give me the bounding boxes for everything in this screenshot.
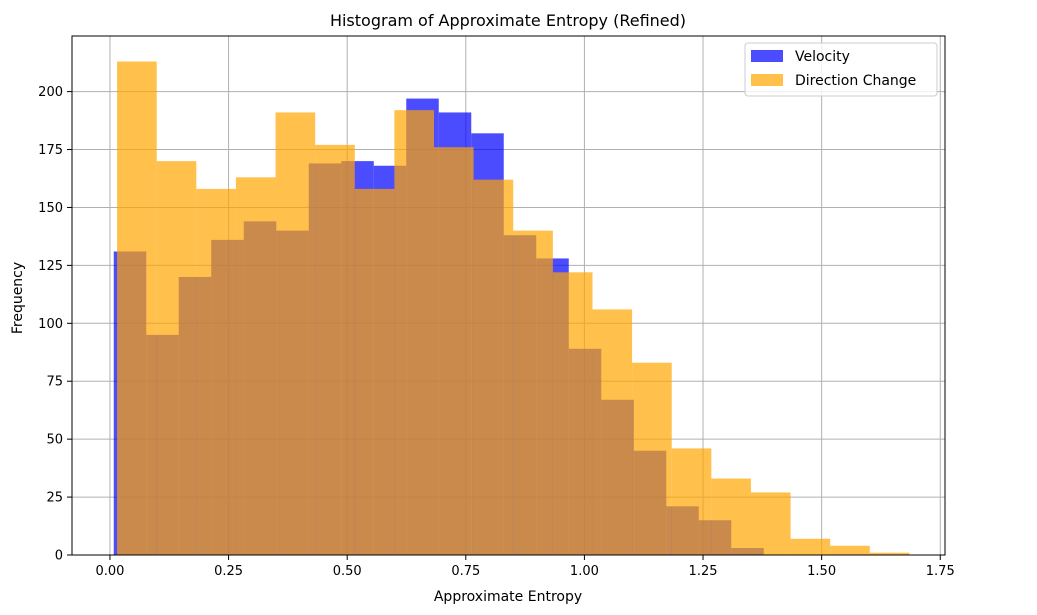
x-axis-label: Approximate Entropy (434, 589, 582, 605)
histogram-bar (275, 112, 316, 555)
y-tick-label: 150 (38, 201, 63, 216)
legend-box (744, 42, 938, 97)
y-axis-label: Frequency (10, 262, 26, 334)
legend: Velocity Direction Change (744, 42, 938, 97)
histogram-bar (394, 110, 435, 556)
histogram-bar (711, 478, 751, 555)
x-tick-label: 1.75 (926, 564, 955, 579)
axis-ticks: 0.00 0.25 0.50 0.75 1.00 1.25 1.50 1.75 0 25 50 75 1… (38, 85, 955, 579)
x-tick-label: 1.00 (570, 564, 599, 579)
histogram-bar (434, 147, 474, 555)
legend-swatch (751, 74, 783, 86)
histogram-bar (790, 538, 831, 555)
legend-label: Velocity (795, 49, 850, 65)
x-tick-label: 1.50 (807, 564, 836, 579)
y-tick-label: 200 (38, 85, 63, 100)
y-tick-label: 25 (46, 491, 63, 506)
y-tick-label: 0 (55, 549, 63, 564)
histogram-bar (750, 492, 791, 555)
x-tick-label: 0.25 (214, 564, 243, 579)
histogram-bar (117, 61, 157, 556)
x-tick-label: 0.75 (451, 564, 480, 579)
histogram-bar (671, 448, 712, 555)
y-tick-label: 125 (38, 259, 63, 274)
histogram-bar (632, 362, 672, 555)
histogram-bar (196, 188, 236, 555)
series-direction-change (117, 61, 910, 556)
legend-label: Direction Change (795, 73, 916, 89)
histogram-bar (235, 177, 276, 555)
histogram-bar (552, 272, 593, 555)
x-tick-label: 1.25 (689, 564, 718, 579)
y-tick-label: 175 (38, 143, 63, 158)
histogram-bar (513, 230, 553, 555)
histogram-bar (869, 552, 910, 555)
histogram-bar (156, 161, 197, 555)
histogram-bars (113, 61, 910, 556)
legend-swatch (751, 50, 783, 62)
y-tick-label: 75 (46, 375, 63, 390)
y-tick-label: 50 (46, 433, 63, 448)
histogram-bar (315, 144, 355, 555)
y-tick-label: 100 (38, 317, 63, 332)
histogram-bar (830, 545, 870, 555)
x-tick-label: 0.50 (333, 564, 362, 579)
histogram-bar (592, 309, 633, 555)
chart-title: Histogram of Approximate Entropy (Refine… (330, 11, 686, 30)
x-tick-label: 0.00 (95, 564, 124, 579)
histogram-bar (354, 188, 395, 555)
axes-frame (71, 35, 946, 556)
histogram-bar (473, 179, 514, 555)
